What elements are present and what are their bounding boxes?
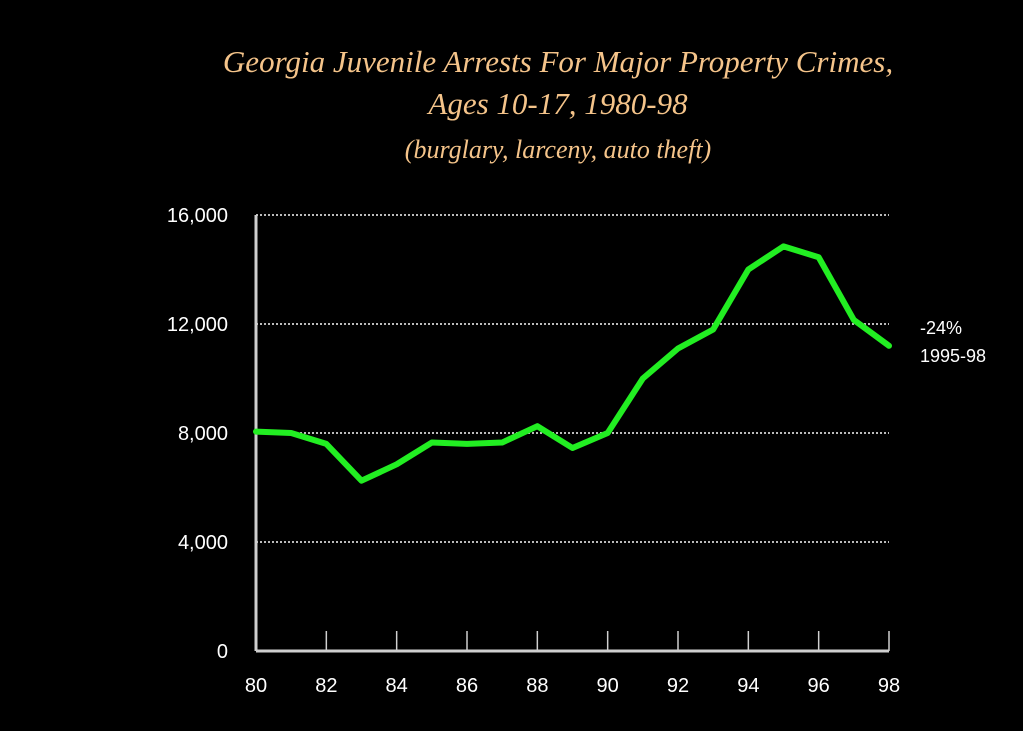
x-tick-label-8: 96 bbox=[808, 675, 830, 697]
data-point-0-12 bbox=[675, 346, 681, 352]
chart-title-line-2: Ages 10-17, 1980-98 bbox=[426, 86, 688, 121]
data-point-0-15 bbox=[781, 243, 786, 249]
data-point-0-17 bbox=[851, 317, 857, 323]
x-tick-label-1: 82 bbox=[315, 675, 337, 697]
data-point-0-10 bbox=[605, 430, 611, 436]
data-point-0-9 bbox=[570, 445, 575, 451]
data-point-0-0 bbox=[253, 429, 259, 435]
data-point-0-3 bbox=[359, 478, 364, 484]
data-point-0-7 bbox=[499, 440, 505, 446]
data-point-0-16 bbox=[816, 254, 822, 260]
chart-title-line-1: Georgia Juvenile Arrests For Major Prope… bbox=[223, 44, 893, 79]
grid-lines bbox=[256, 214, 889, 543]
data-point-0-5 bbox=[429, 440, 435, 446]
y-tick-label-2: 8,000 bbox=[178, 423, 228, 445]
data-point-0-6 bbox=[464, 441, 470, 447]
annotation-period: 1995-98 bbox=[920, 346, 986, 366]
y-tick-labels: 0 4,000 8,000 12,000 16,000 bbox=[167, 205, 228, 663]
data-point-0-1 bbox=[288, 430, 294, 436]
x-tick-label-7: 94 bbox=[737, 675, 759, 697]
data-point-0-13 bbox=[710, 326, 716, 332]
x-tick-label-6: 92 bbox=[667, 675, 689, 697]
x-tick-label-4: 88 bbox=[526, 675, 548, 697]
data-point-0-18 bbox=[886, 343, 892, 349]
annotation-change: -24% bbox=[920, 318, 962, 338]
series-group bbox=[253, 243, 892, 484]
data-point-0-2 bbox=[323, 441, 329, 447]
x-tick-label-0: 80 bbox=[245, 675, 267, 697]
data-point-0-11 bbox=[640, 376, 646, 381]
x-tick-label-5: 90 bbox=[597, 675, 619, 697]
y-tick-label-0: 0 bbox=[217, 641, 228, 663]
x-tick-label-9: 98 bbox=[878, 675, 900, 697]
data-point-0-14 bbox=[745, 267, 751, 272]
y-tick-label-1: 4,000 bbox=[178, 532, 228, 554]
data-point-0-4 bbox=[394, 461, 400, 467]
x-tick-labels: 80 82 84 86 88 90 92 94 96 98 bbox=[245, 675, 900, 697]
chart-subtitle: (burglary, larceny, auto theft) bbox=[405, 135, 711, 164]
y-tick-label-3: 12,000 bbox=[167, 314, 228, 336]
x-tick-label-3: 86 bbox=[456, 675, 478, 697]
data-point-0-8 bbox=[534, 423, 540, 429]
x-tick-label-2: 84 bbox=[386, 675, 408, 697]
y-tick-label-4: 16,000 bbox=[167, 205, 228, 227]
